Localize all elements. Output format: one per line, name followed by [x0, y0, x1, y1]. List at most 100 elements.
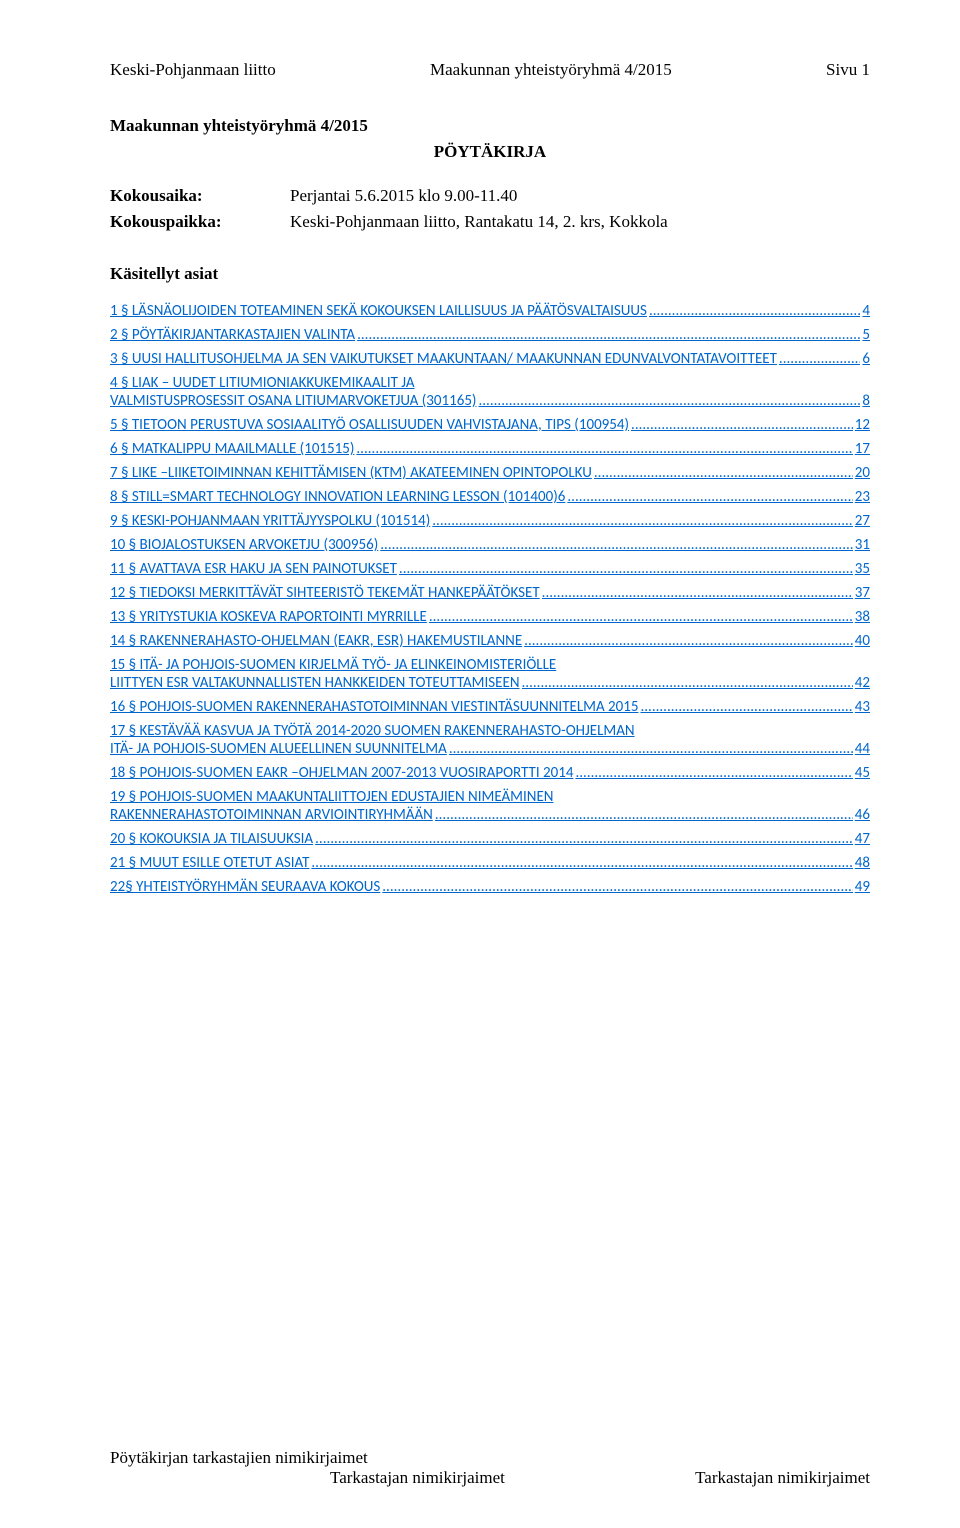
toc-text: 17 § KESTÄVÄÄ KASVUA JA TYÖTÄ 2014-2020 …: [110, 722, 635, 740]
toc-link[interactable]: 20 § KOKOUKSIA JA TILAISUUKSIA..........…: [110, 830, 870, 848]
toc-page: 27: [855, 512, 870, 530]
toc-link[interactable]: 8 § STILL=SMART TECHNOLOGY INNOVATION LE…: [110, 488, 870, 506]
meta-place-label: Kokouspaikka:: [110, 212, 290, 232]
toc-page: 46: [855, 806, 870, 824]
toc-dots: ........................................…: [432, 512, 853, 530]
meta-time-label: Kokousaika:: [110, 186, 290, 206]
toc-link[interactable]: 9 § KESKI-POHJANMAAN YRITTÄJYYSPOLKU (10…: [110, 512, 870, 530]
header-right: Sivu 1: [826, 60, 870, 80]
toc-link[interactable]: 6 § MATKALIPPU MAAILMALLE (101515)......…: [110, 440, 870, 458]
footer-line2: Tarkastajan nimikirjaimet Tarkastajan ni…: [110, 1468, 870, 1488]
toc-text: 8 § STILL=SMART TECHNOLOGY INNOVATION LE…: [110, 488, 565, 506]
toc-dots: ........................................…: [779, 350, 860, 368]
toc-link[interactable]: 22§ YHTEISTYÖRYHMÄN SEURAAVA KOKOUS.....…: [110, 878, 870, 896]
toc-dots: ........................................…: [524, 632, 853, 650]
toc-dots: ........................................…: [435, 806, 853, 824]
toc-heading: Käsitellyt asiat: [110, 264, 870, 284]
toc-page: 31: [855, 536, 870, 554]
toc-dots: ........................................…: [399, 560, 853, 578]
toc-page: 38: [855, 608, 870, 626]
toc-page: 47: [855, 830, 870, 848]
toc-link[interactable]: 3 § UUSI HALLITUSOHJELMA JA SEN VAIKUTUK…: [110, 350, 870, 368]
toc-page: 37: [855, 584, 870, 602]
toc-page: 12: [855, 416, 870, 434]
toc-dots: ........................................…: [594, 464, 853, 482]
toc-text: 6 § MATKALIPPU MAAILMALLE (101515): [110, 440, 354, 458]
toc-link[interactable]: 16 § POHJOIS-SUOMEN RAKENNERAHASTOTOIMIN…: [110, 698, 870, 716]
toc-text: 13 § YRITYSTUKIA KOSKEVA RAPORTOINTI MYR…: [110, 608, 427, 626]
page-footer: Pöytäkirjan tarkastajien nimikirjaimet T…: [110, 1448, 870, 1488]
toc-text: 22§ YHTEISTYÖRYHMÄN SEURAAVA KOKOUS: [110, 878, 380, 896]
toc-link[interactable]: ITÄ- JA POHJOIS-SUOMEN ALUEELLINEN SUUNN…: [110, 740, 870, 758]
toc-page: 6: [862, 350, 870, 368]
header-center: Maakunnan yhteistyöryhmä 4/2015: [430, 60, 672, 80]
toc-text: 19 § POHJOIS-SUOMEN MAAKUNTALIITTOJEN ED…: [110, 788, 553, 806]
toc-page: 48: [855, 854, 870, 872]
toc-text: 2 § PÖYTÄKIRJANTARKASTAJIEN VALINTA: [110, 326, 355, 344]
toc-dots: ........................................…: [575, 764, 852, 782]
toc-link[interactable]: 13 § YRITYSTUKIA KOSKEVA RAPORTOINTI MYR…: [110, 608, 870, 626]
toc-page: 20: [855, 464, 870, 482]
toc-dots: ........................................…: [567, 488, 852, 506]
toc-text: 14 § RAKENNERAHASTO-OHJELMAN (EAKR, ESR)…: [110, 632, 522, 650]
meta-time-row: Kokousaika: Perjantai 5.6.2015 klo 9.00-…: [110, 186, 870, 206]
toc-link[interactable]: 1 § LÄSNÄOLIJOIDEN TOTEAMINEN SEKÄ KOKOU…: [110, 302, 870, 320]
toc-page: 5: [862, 326, 870, 344]
toc-link[interactable]: RAKENNERAHASTOTOIMINNAN ARVIOINTIRYHMÄÄN…: [110, 806, 870, 824]
table-of-contents: 1 § LÄSNÄOLIJOIDEN TOTEAMINEN SEKÄ KOKOU…: [110, 302, 870, 896]
toc-text: 9 § KESKI-POHJANMAAN YRITTÄJYYSPOLKU (10…: [110, 512, 430, 530]
toc-dots: ........................................…: [380, 536, 853, 554]
toc-text: 20 § KOKOUKSIA JA TILAISUUKSIA: [110, 830, 313, 848]
toc-page: 42: [855, 674, 870, 692]
page: Keski-Pohjanmaan liitto Maakunnan yhteis…: [0, 0, 960, 1528]
document-title: Maakunnan yhteistyöryhmä 4/2015: [110, 116, 870, 136]
toc-page: 44: [855, 740, 870, 758]
toc-link[interactable]: 19 § POHJOIS-SUOMEN MAAKUNTALIITTOJEN ED…: [110, 788, 870, 806]
toc-page: 49: [855, 878, 870, 896]
toc-dots: ........................................…: [649, 302, 860, 320]
toc-link[interactable]: 12 § TIEDOKSI MERKITTÄVÄT SIHTEERISTÖ TE…: [110, 584, 870, 602]
toc-link[interactable]: VALMISTUSPROSESSIT OSANA LITIUMARVOKETJU…: [110, 392, 870, 410]
toc-text: 1 § LÄSNÄOLIJOIDEN TOTEAMINEN SEKÄ KOKOU…: [110, 302, 647, 320]
header-left: Keski-Pohjanmaan liitto: [110, 60, 276, 80]
toc-text: 21 § MUUT ESILLE OTETUT ASIAT: [110, 854, 309, 872]
toc-text: RAKENNERAHASTOTOIMINNAN ARVIOINTIRYHMÄÄN: [110, 806, 433, 824]
toc-dots: ........................................…: [542, 584, 853, 602]
toc-link[interactable]: 4 § LIAK – UUDET LITIUMIONIAKKUKEMIKAALI…: [110, 374, 870, 392]
meta-place-row: Kokouspaikka: Keski-Pohjanmaan liitto, R…: [110, 212, 870, 232]
toc-link[interactable]: 2 § PÖYTÄKIRJANTARKASTAJIEN VALINTA.....…: [110, 326, 870, 344]
toc-dots: ........................................…: [640, 698, 852, 716]
toc-page: 4: [862, 302, 870, 320]
document-subtitle: PÖYTÄKIRJA: [110, 142, 870, 162]
toc-dots: ........................................…: [311, 854, 852, 872]
toc-page: 43: [855, 698, 870, 716]
toc-link[interactable]: 17 § KESTÄVÄÄ KASVUA JA TYÖTÄ 2014-2020 …: [110, 722, 870, 740]
toc-dots: ........................................…: [315, 830, 853, 848]
toc-page: 23: [855, 488, 870, 506]
footer-line2b: Tarkastajan nimikirjaimet: [695, 1468, 870, 1488]
toc-dots: ........................................…: [449, 740, 853, 758]
toc-link[interactable]: 10 § BIOJALOSTUKSEN ARVOKETJU (300956)..…: [110, 536, 870, 554]
toc-text: LIITTYEN ESR VALTAKUNNALLISTEN HANKKEIDE…: [110, 674, 520, 692]
toc-page: 45: [855, 764, 870, 782]
footer-line1: Pöytäkirjan tarkastajien nimikirjaimet: [110, 1448, 870, 1468]
toc-text: 15 § ITÄ- JA POHJOIS-SUOMEN KIRJELMÄ TYÖ…: [110, 656, 556, 674]
toc-dots: ........................................…: [522, 674, 853, 692]
toc-link[interactable]: 21 § MUUT ESILLE OTETUT ASIAT...........…: [110, 854, 870, 872]
toc-link[interactable]: 18 § POHJOIS-SUOMEN EAKR –OHJELMAN 2007-…: [110, 764, 870, 782]
toc-dots: ........................................…: [356, 440, 852, 458]
toc-page: 8: [862, 392, 870, 410]
toc-link[interactable]: 7 § LIKE –LIIKETOIMINNAN KEHITTÄMISEN (K…: [110, 464, 870, 482]
toc-text: 10 § BIOJALOSTUKSEN ARVOKETJU (300956): [110, 536, 378, 554]
toc-text: 5 § TIETOON PERUSTUVA SOSIAALITYÖ OSALLI…: [110, 416, 629, 434]
toc-link[interactable]: LIITTYEN ESR VALTAKUNNALLISTEN HANKKEIDE…: [110, 674, 870, 692]
meta-time-value: Perjantai 5.6.2015 klo 9.00-11.40: [290, 186, 870, 206]
toc-text: ITÄ- JA POHJOIS-SUOMEN ALUEELLINEN SUUNN…: [110, 740, 447, 758]
toc-link[interactable]: 15 § ITÄ- JA POHJOIS-SUOMEN KIRJELMÄ TYÖ…: [110, 656, 870, 674]
toc-link[interactable]: 14 § RAKENNERAHASTO-OHJELMAN (EAKR, ESR)…: [110, 632, 870, 650]
toc-link[interactable]: 11 § AVATTAVA ESR HAKU JA SEN PAINOTUKSE…: [110, 560, 870, 578]
toc-text: 4 § LIAK – UUDET LITIUMIONIAKKUKEMIKAALI…: [110, 374, 415, 392]
page-header: Keski-Pohjanmaan liitto Maakunnan yhteis…: [110, 60, 870, 80]
toc-text: 3 § UUSI HALLITUSOHJELMA JA SEN VAIKUTUK…: [110, 350, 777, 368]
toc-link[interactable]: 5 § TIETOON PERUSTUVA SOSIAALITYÖ OSALLI…: [110, 416, 870, 434]
